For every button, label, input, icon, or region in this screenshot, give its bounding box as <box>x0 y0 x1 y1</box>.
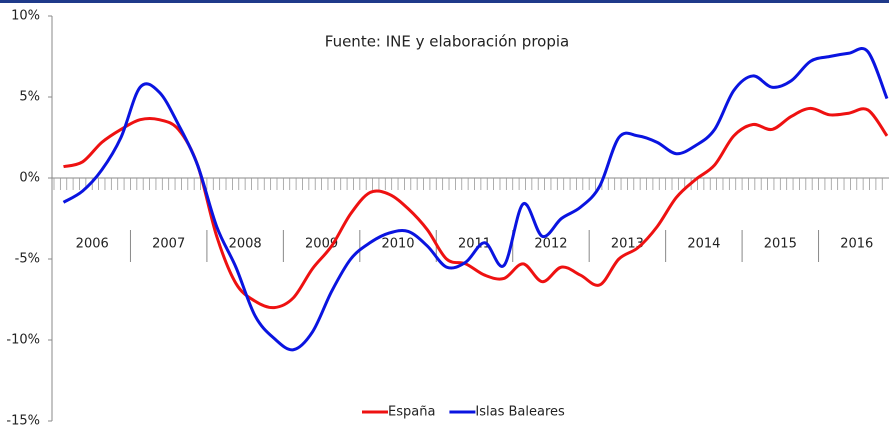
x-tick-label: 2014 <box>687 237 720 252</box>
x-tick-label: 2006 <box>76 237 109 252</box>
y-tick-label: -10% <box>6 333 40 348</box>
chart-title: Fuente: INE y elaboración propia <box>325 33 569 51</box>
x-tick-label: 2010 <box>381 237 414 252</box>
x-tick-label: 2011 <box>458 237 491 252</box>
y-tick-label: -15% <box>6 414 40 426</box>
x-tick-label: 2007 <box>152 237 185 252</box>
y-tick-label: 0% <box>19 171 40 186</box>
x-tick-label: 2012 <box>534 237 567 252</box>
x-tick-label: 2013 <box>611 237 644 252</box>
x-tick-label: 2008 <box>229 237 262 252</box>
y-tick-label: -5% <box>15 252 40 267</box>
top-bar <box>0 0 889 3</box>
series-line <box>62 47 889 352</box>
x-tick-label: 2015 <box>764 237 797 252</box>
legend-label: España <box>388 405 435 420</box>
y-tick-label: 10% <box>11 9 40 24</box>
y-tick-label: 5% <box>19 90 40 105</box>
x-tick-label: 2016 <box>840 237 873 252</box>
legend-label: Islas Baleares <box>475 405 565 420</box>
